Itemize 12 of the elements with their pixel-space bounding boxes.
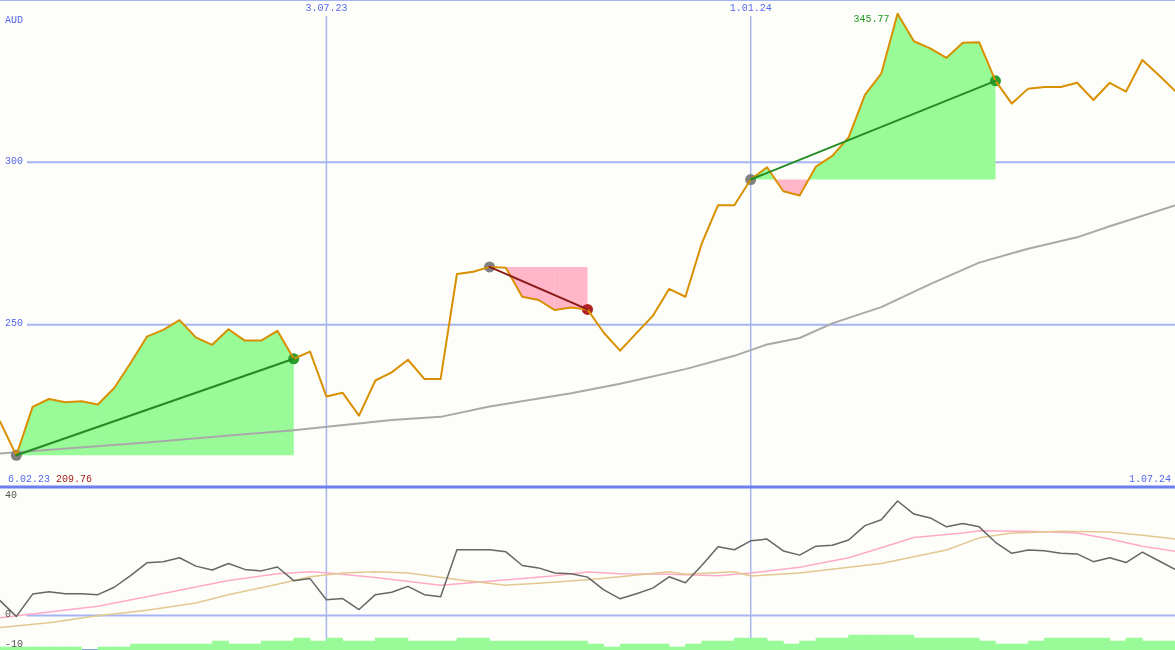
annotation: 209.76	[56, 473, 93, 485]
x-tick-label: 3.07.23	[305, 2, 348, 14]
y-tick-label: 40	[5, 490, 18, 502]
annotation: 6.02.23	[8, 473, 51, 485]
annotation: 345.77	[853, 14, 890, 26]
y-tick-label: -10	[5, 638, 24, 650]
y-tick-label: 250	[5, 318, 24, 330]
y-tick-label: 300	[5, 155, 24, 167]
y-tick-label: 0	[5, 609, 12, 621]
y-axis-title: AUD	[5, 14, 24, 26]
annotation: 1.07.24	[1128, 473, 1171, 485]
x-tick-label: 1.01.24	[729, 2, 772, 14]
